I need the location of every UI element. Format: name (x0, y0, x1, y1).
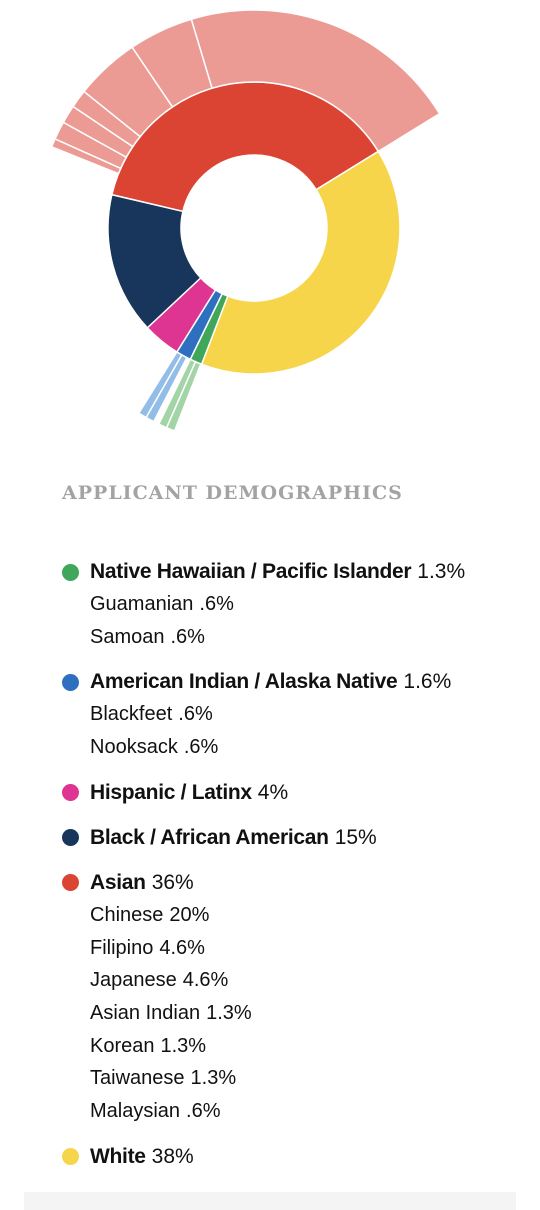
legend-group-name: Hispanic / Latinx (90, 780, 252, 804)
legend-sub-name: Guamanian (90, 593, 194, 615)
legend-group: Native Hawaiian / Pacific Islander 1.3% Gu… (62, 556, 520, 653)
legend-entry: Native Hawaiian / Pacific Islander 1.3% (62, 556, 520, 588)
sunburst-chart (0, 0, 540, 460)
legend-sub-list: Chinese 20% Filipino 4.6% Japanese 4.6% Asian … (62, 899, 520, 1128)
legend-sub-entry: Asian Indian 1.3% (90, 997, 520, 1030)
legend-group: American Indian / Alaska Native 1.6% Black… (62, 666, 520, 763)
legend-group: Hispanic / Latinx 4% (62, 777, 520, 809)
legend-group-name: Native Hawaiian / Pacific Islander (90, 560, 412, 583)
legend-sub-percent: 1.3% (160, 1034, 207, 1057)
legend-sub-percent: 4.6% (182, 969, 229, 992)
footer-bar (24, 1192, 516, 1210)
outer-slice-asian-indian (71, 90, 142, 148)
inner-slice-white (200, 150, 401, 375)
legend-sub-entry: Korean 1.3% (90, 1030, 520, 1063)
legend-sub-entry: Guamanian .6% (90, 588, 520, 621)
legend-sub-percent: 4.6% (159, 936, 205, 959)
legend-group-percent: 38% (151, 1144, 194, 1168)
legend-sub-name: Nooksack (90, 736, 178, 759)
legend-sub-entry: Blackfeet .6% (90, 698, 520, 731)
legend-sub-percent: .6% (178, 703, 213, 726)
legend-sub-entry: Samoan .6% (90, 621, 520, 654)
legend-sub-name: Asian Indian (90, 1001, 201, 1024)
legend-sub-list: Guamanian .6% Samoan .6% (62, 588, 520, 653)
legend-group-percent: 15% (334, 825, 377, 849)
legend-group-percent: 1.6% (403, 670, 452, 694)
outer-slice-japanese (82, 46, 174, 138)
legend-sub-percent: 20% (169, 903, 210, 926)
legend-sub-percent: .6% (170, 625, 205, 648)
inner-ring (107, 81, 401, 375)
legend-sub-name: Malaysian (90, 1100, 181, 1123)
legend-swatch (62, 563, 79, 581)
legend-group-name: Black / African American (90, 825, 329, 849)
legend-sub-percent: 1.3% (190, 1067, 237, 1090)
outer-slice-malaysian (50, 137, 122, 175)
legend-group: Black / African American 15% (62, 822, 520, 854)
chart-heading: APPLICANT DEMOGRAPHICS (62, 482, 403, 504)
legend-sub-name: Korean (90, 1034, 155, 1057)
legend-sub-percent: .6% (186, 1100, 221, 1123)
outer-slice-nooksack (145, 353, 188, 423)
legend-sub-entry: Malaysian .6% (90, 1095, 520, 1128)
legend-group: Asian 36% Chinese 20% Filipino 4.6% Japanese 4.… (62, 867, 520, 1128)
legend-entry: Hispanic / Latinx 4% (62, 777, 520, 809)
legend-sub-name: Samoan (90, 625, 165, 648)
legend-sub-name: Filipino (90, 936, 154, 959)
sunburst-svg (50, 9, 441, 432)
outer-ring (50, 9, 441, 432)
legend-sub-entry: Chinese 20% (90, 899, 520, 932)
outer-slice-korean (62, 105, 134, 159)
legend-sub-entry: Japanese 4.6% (90, 964, 520, 997)
legend-sub-name: Blackfeet (90, 703, 173, 726)
legend-sub-name: Taiwanese (90, 1067, 185, 1090)
legend-sub-percent: .6% (199, 593, 234, 615)
legend-sub-entry: Nooksack .6% (90, 731, 520, 764)
legend-swatch (62, 784, 79, 802)
outer-slice-taiwanese (54, 121, 128, 170)
legend-sub-percent: 1.3% (206, 1001, 252, 1024)
outer-slice-filipino (131, 18, 213, 108)
legend-entry: Asian 36% (62, 867, 520, 899)
legend-group-name: American Indian / Alaska Native (90, 670, 398, 694)
legend-sub-entry: Filipino 4.6% (90, 932, 520, 965)
legend-swatch (62, 829, 79, 847)
legend-group-name: White (90, 1144, 146, 1168)
outer-slice-chinese (190, 9, 441, 153)
legend-group: White 38% (62, 1141, 520, 1173)
legend-group-percent: 36% (151, 870, 194, 894)
legend-sub-entry: Taiwanese 1.3% (90, 1062, 520, 1095)
legend-group-percent: 4% (257, 780, 289, 804)
legend-group-percent: 1.3% (417, 560, 466, 583)
legend-sub-name: Chinese (90, 903, 164, 926)
legend-swatch (62, 874, 79, 892)
legend-entry: Black / African American 15% (62, 822, 520, 854)
legend-entry: American Indian / Alaska Native 1.6% (62, 666, 520, 698)
outer-slice-samoan (165, 360, 202, 432)
legend-sub-list: Blackfeet .6% Nooksack .6% (62, 698, 520, 763)
legend-sub-name: Japanese (90, 969, 177, 992)
legend: Native Hawaiian / Pacific Islander 1.3% Gu… (62, 556, 520, 1186)
legend-entry: White 38% (62, 1141, 520, 1173)
legend-group-name: Asian (90, 870, 146, 894)
legend-swatch (62, 673, 79, 691)
legend-sub-percent: .6% (183, 736, 219, 759)
legend-swatch (62, 1148, 79, 1166)
